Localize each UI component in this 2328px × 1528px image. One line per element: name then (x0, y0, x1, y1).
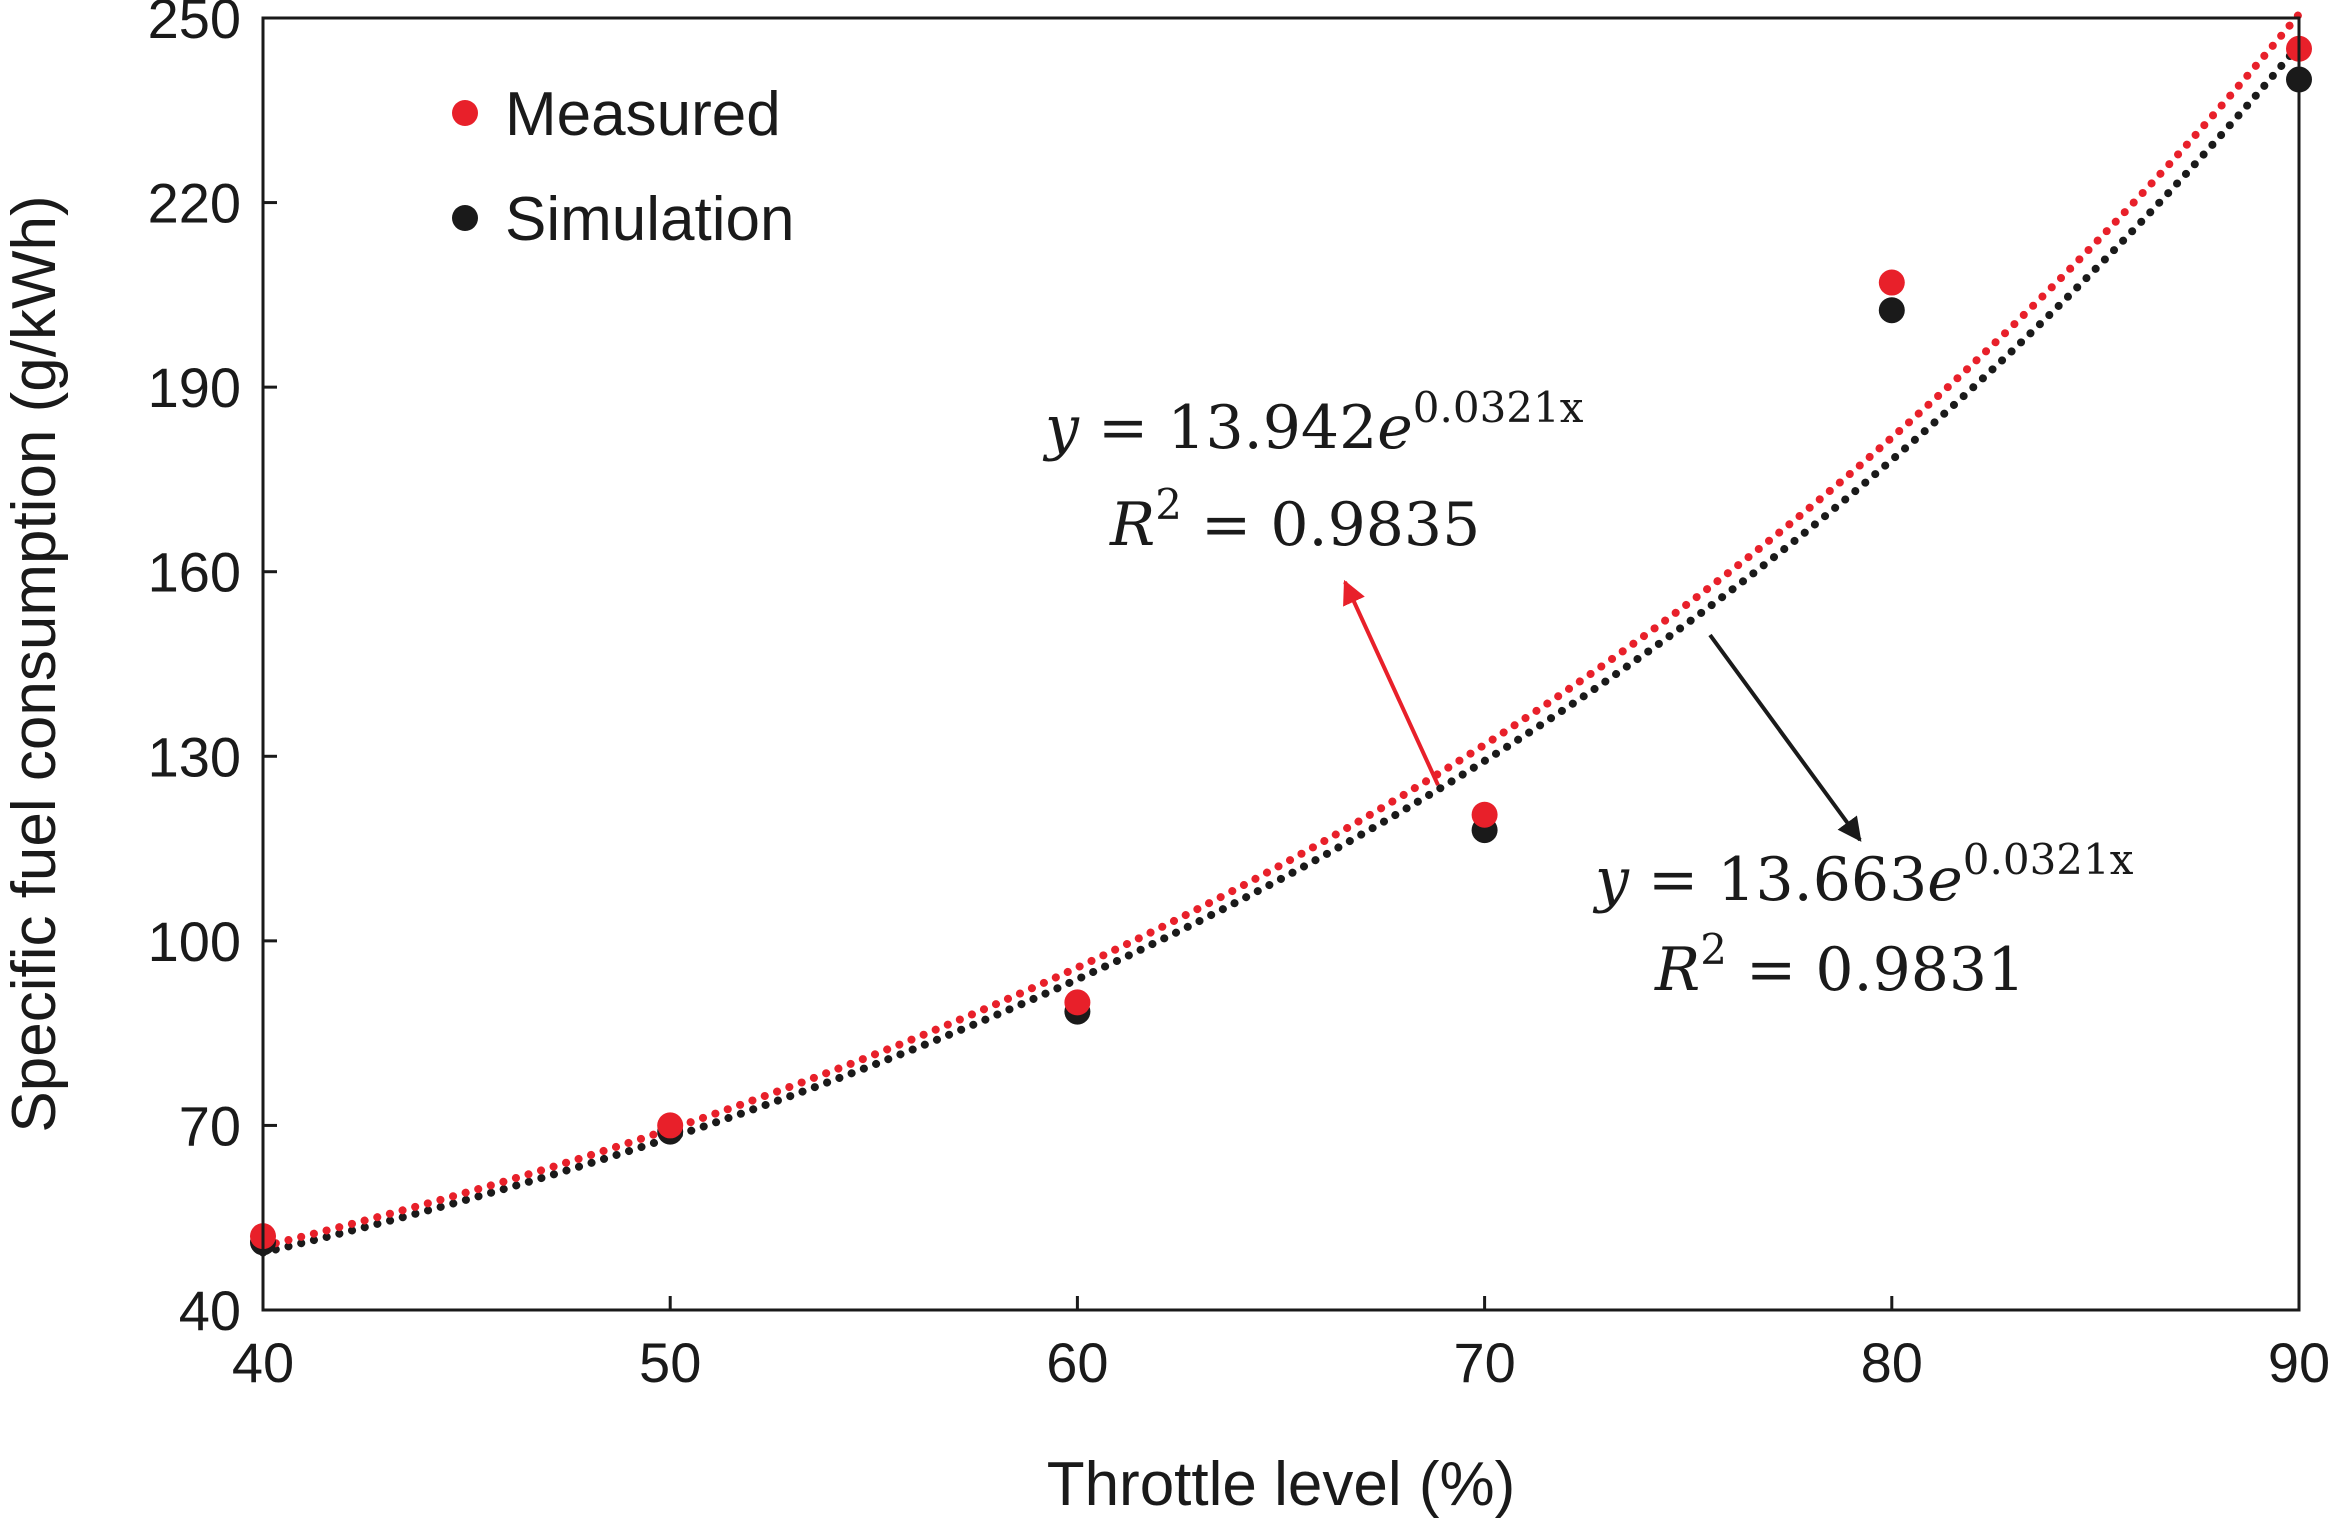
x-axis-ticks: 40 50 60 70 80 90 (232, 1296, 2328, 1394)
trendline-r2-simulation: R2 = 0.9831 (1654, 925, 2025, 1005)
annotation-arrow-simulation (1708, 633, 1862, 842)
y-tick-label: 70 (179, 1094, 241, 1157)
y-axis-title: Specific fuel consumption (g/kWh) (0, 195, 69, 1132)
trendline-equation-measured: y = 13.942e0.0321x (1042, 383, 1584, 463)
legend: Measured Simulation (452, 80, 794, 254)
y-tick-label: 220 (148, 172, 241, 235)
legend-label-measured: Measured (505, 80, 781, 149)
data-point-measured (657, 1112, 684, 1139)
legend-marker-measured (452, 100, 478, 126)
trendline-equation-simulation: y = 13.663e0.0321x (1592, 835, 2134, 915)
x-tick-label: 80 (1861, 1331, 1923, 1394)
trendline-r2-measured: R2 = 0.9835 (1109, 480, 1480, 560)
annotation-arrow-measured (1343, 579, 1440, 786)
trendline-layer (259, 10, 2303, 1257)
plot-area-frame (261, 16, 2301, 1312)
legend-label-simulation: Simulation (505, 185, 794, 254)
x-tick-label: 40 (232, 1331, 294, 1394)
trendline-simulation (259, 41, 2303, 1257)
y-tick-label: 160 (148, 541, 241, 604)
data-point-simulation (1878, 297, 1905, 324)
equation-layer: y = 13.942e0.0321x R2 = 0.9835 y = 13.663e… (1042, 383, 2134, 1005)
x-tick-label: 70 (1453, 1331, 1515, 1394)
y-axis-ticks: 40 70 100 130 160 190 220 250 (148, 0, 277, 1342)
legend-marker-simulation (452, 205, 478, 231)
x-tick-label: 50 (639, 1331, 701, 1394)
trendline-measured (259, 10, 2303, 1251)
x-tick-label: 60 (1046, 1331, 1108, 1394)
x-axis-title: Throttle level (%) (1047, 1450, 1516, 1519)
y-tick-label: 250 (148, 0, 241, 50)
y-tick-label: 130 (148, 725, 241, 788)
x-tick-label: 90 (2268, 1331, 2328, 1394)
data-point-measured (1471, 801, 1498, 828)
data-point-measured (1064, 989, 1091, 1016)
data-point-measured (1878, 269, 1905, 296)
y-tick-label: 190 (148, 356, 241, 419)
y-tick-label: 100 (148, 910, 241, 973)
y-tick-label: 40 (179, 1279, 241, 1342)
